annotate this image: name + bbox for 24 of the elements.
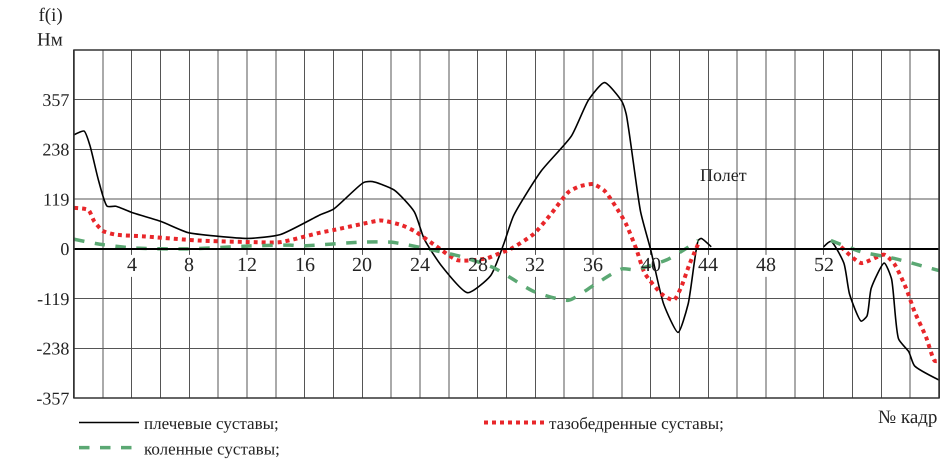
x-tick-label: 24 <box>410 254 430 276</box>
x-tick-label: 28 <box>468 254 488 276</box>
legend-label: коленные суставы; <box>144 439 280 458</box>
x-tick-label: 16 <box>295 254 315 276</box>
y-tick-label: 119 <box>43 189 70 210</box>
y-tick-label: 357 <box>42 90 70 110</box>
x-tick-label: 44 <box>698 254 718 276</box>
y-tick-label: 0 <box>60 239 70 260</box>
x-axis-title: № кадр <box>878 407 938 428</box>
legend-label: плечевые суставы; <box>144 414 279 434</box>
y-tick-label: -238 <box>36 338 70 359</box>
x-tick-label: 52 <box>814 254 834 276</box>
y-tick-label: -119 <box>37 288 70 309</box>
y-axis-title: f(i) Нм <box>37 5 63 51</box>
y-tick-label: 238 <box>42 140 70 160</box>
x-tick-label: 4 <box>127 254 137 276</box>
x-tick-label: 20 <box>352 254 372 276</box>
x-tick-label: 12 <box>237 254 257 276</box>
x-tick-label: 48 <box>756 254 776 276</box>
legend-label: тазобедренные суставы; <box>549 414 724 434</box>
x-tick-label: 32 <box>525 254 545 276</box>
y-tick-label: -357 <box>36 388 70 408</box>
x-tick-label: 36 <box>583 254 603 276</box>
x-tick-label: 8 <box>184 254 194 276</box>
